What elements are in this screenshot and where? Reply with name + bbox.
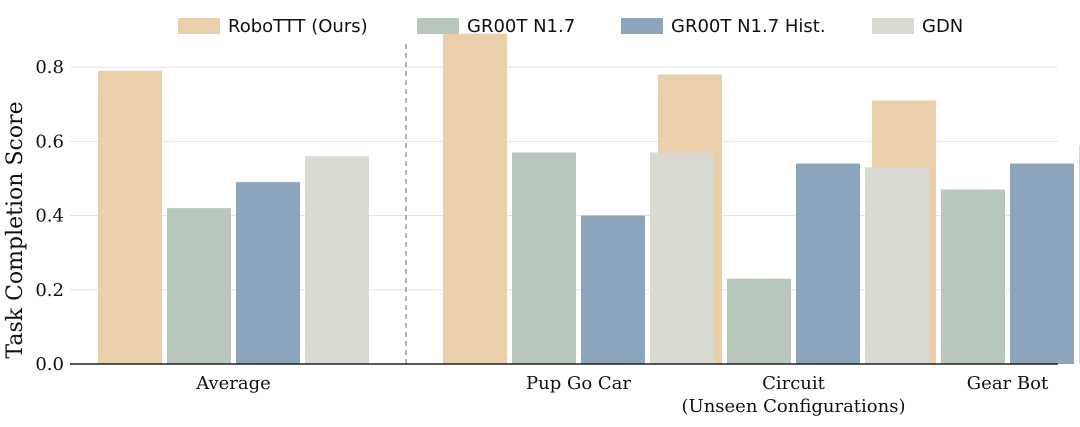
bar (98, 70, 162, 365)
bar (865, 167, 929, 364)
bar (650, 152, 714, 364)
x-tick-label: Circuit (762, 373, 826, 394)
y-tick-label: 0.2 (35, 280, 64, 301)
y-axis-title: Task Completion Score (3, 101, 28, 358)
bar (1010, 163, 1074, 364)
bar (443, 33, 507, 364)
bar (167, 208, 231, 364)
y-tick-label: 0.8 (35, 57, 64, 78)
legend-swatch (417, 18, 459, 34)
x-tick-label: Pup Go Car (526, 373, 631, 394)
bar (796, 163, 860, 364)
axes: 0.0 0.2 0.4 0.6 0.8 Average Pup Go Car Circuit(… (3, 44, 1058, 417)
legend-label: GR00T N1.7 Hist. (671, 16, 826, 37)
legend-label: GR00T N1.7 (467, 16, 575, 37)
bar (236, 182, 300, 364)
y-tick-label: 0.4 (35, 206, 64, 227)
bar (305, 156, 369, 364)
legend-swatch (178, 18, 220, 34)
legend-label: GDN (922, 16, 963, 37)
x-tick-label: Gear Bot (967, 373, 1049, 394)
y-tick-label: 0.0 (35, 354, 64, 375)
bar (727, 278, 791, 364)
y-tick-label: 0.6 (35, 131, 64, 152)
legend-swatch (621, 18, 663, 34)
x-tick-label: Average (195, 373, 271, 394)
bar (941, 189, 1005, 364)
legend-swatch (872, 18, 914, 34)
x-tick-label: (Unseen Configurations) (682, 396, 906, 417)
legend: RoboTTT (Ours) GR00T N1.7 GR00T N1.7 Hist.… (178, 16, 963, 37)
legend-label: RoboTTT (Ours) (228, 16, 368, 37)
bar (512, 152, 576, 364)
bars (98, 33, 1080, 365)
bar (581, 215, 645, 364)
